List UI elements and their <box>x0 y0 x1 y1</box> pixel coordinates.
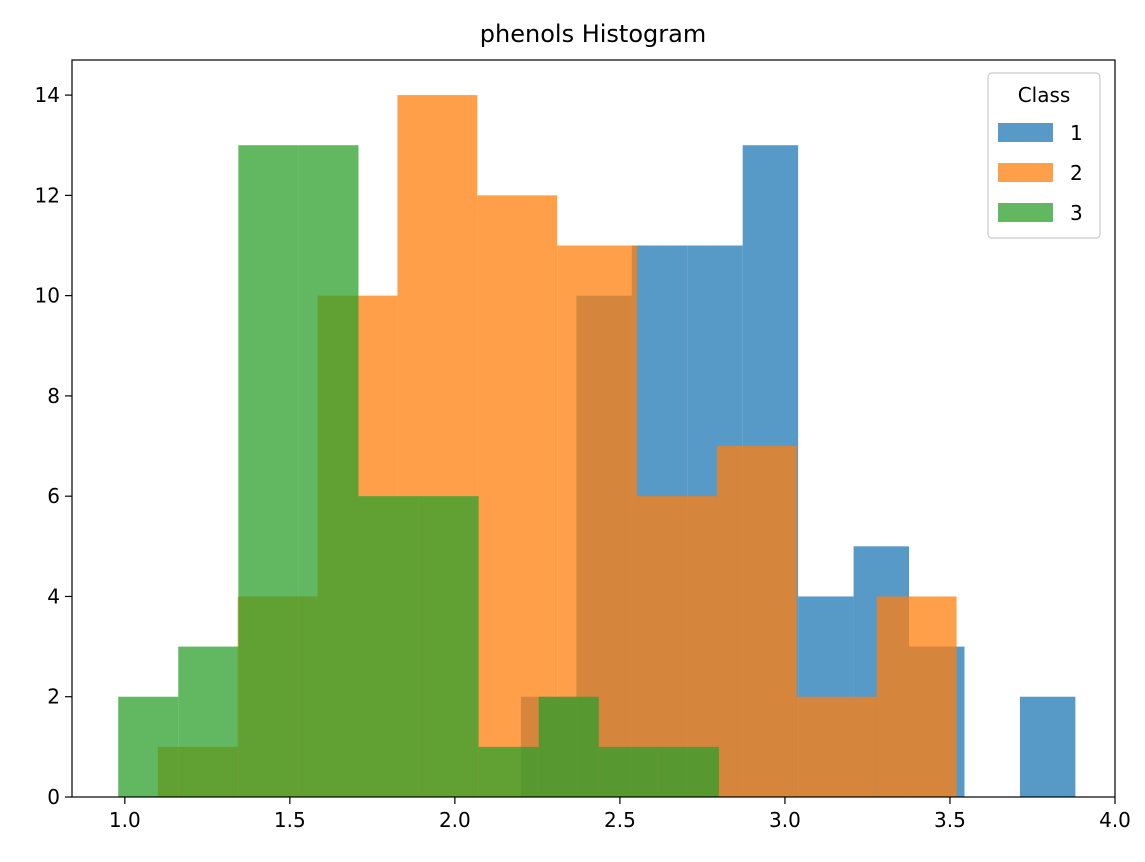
x-tick-label: 3.0 <box>769 808 801 832</box>
y-tick-label: 6 <box>47 484 60 508</box>
legend-title: Class <box>1018 83 1071 107</box>
x-tick-label: 1.0 <box>109 808 141 832</box>
legend: Class 1 2 3 <box>987 72 1101 239</box>
bar-series-1-bin-9 <box>1019 696 1076 797</box>
x-tick-label: 2.5 <box>604 808 636 832</box>
x-tick-label: 3.5 <box>934 808 966 832</box>
legend-swatch-3 <box>998 203 1053 222</box>
legend-label-1: 1 <box>1070 121 1083 145</box>
legend-swatch-1 <box>998 123 1053 142</box>
bar-series-3-bin-7 <box>538 696 599 797</box>
y-tick-label: 8 <box>47 384 60 408</box>
bar-series-3-bin-2 <box>238 145 299 797</box>
bar-series-3-bin-9 <box>658 746 719 797</box>
bar-series-2-bin-7 <box>716 446 797 797</box>
bar-series-3-bin-0 <box>118 696 179 797</box>
legend-box <box>987 72 1101 239</box>
bars-layer <box>118 95 1076 798</box>
bar-series-2-bin-8 <box>796 696 877 797</box>
y-tick-label: 10 <box>35 284 60 308</box>
bar-series-3-bin-1 <box>178 646 239 797</box>
y-tick-label: 12 <box>35 183 60 207</box>
bar-series-3-bin-6 <box>478 746 539 797</box>
y-tick-label: 4 <box>47 584 60 608</box>
legend-label-3: 3 <box>1070 201 1083 225</box>
x-tick-label: 4.0 <box>1099 808 1131 832</box>
plot-frame <box>71 59 1116 798</box>
legend-swatch-2 <box>998 163 1053 182</box>
chart-title: phenols Histogram <box>480 20 706 48</box>
bar-series-3-bin-4 <box>358 496 419 797</box>
y-tick-label: 14 <box>35 83 60 107</box>
bar-series-2-bin-9 <box>876 596 957 797</box>
x-tick-label: 1.5 <box>274 808 306 832</box>
bar-series-3-bin-3 <box>298 145 359 797</box>
series-3 <box>118 145 719 797</box>
legend-label-2: 2 <box>1070 161 1083 185</box>
bar-series-3-bin-5 <box>418 496 479 797</box>
y-tick-label: 0 <box>47 785 60 809</box>
x-tick-label: 2.0 <box>439 808 471 832</box>
y-tick-label: 2 <box>47 685 60 709</box>
bar-series-3-bin-8 <box>598 746 659 797</box>
